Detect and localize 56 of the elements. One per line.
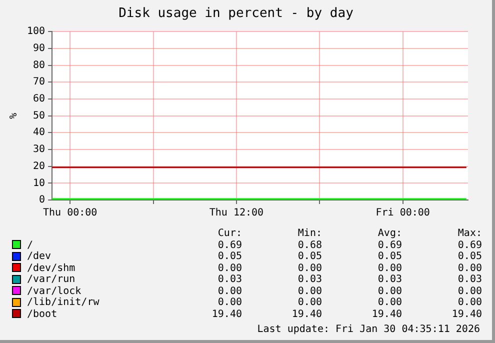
text: 0.00 (216, 297, 242, 308)
text: Last update: Fri Jan 30 04:35:11 2026 (257, 324, 480, 335)
text: Max: (456, 228, 482, 240)
chart-title: Disk usage in percent - by day (118, 6, 354, 22)
text: Avg: (376, 228, 402, 240)
text: 0.03 (216, 274, 242, 286)
text: 0.05 (296, 251, 322, 262)
y-tick-label: 100 (27, 26, 46, 38)
y-axis-title: % (8, 112, 20, 119)
x-tick-label: Thu 12:00 (209, 208, 264, 219)
legend-label: /var/run (26, 274, 76, 286)
y-tick-label: 30 (33, 144, 46, 156)
text: 19.40 (450, 308, 482, 320)
text: 0.00 (456, 262, 482, 274)
text: 19.40 (370, 308, 402, 320)
text: Cur: (216, 228, 242, 240)
text: 0.68 (296, 240, 322, 251)
y-tick-label: 90 (33, 43, 46, 54)
text: 0.00 (296, 297, 322, 308)
legend-label: /dev (26, 251, 52, 262)
legend-label: /lib/init/rw (26, 297, 100, 308)
y-tick-label: 10 (33, 178, 46, 189)
y-tick-label: 40 (33, 127, 46, 138)
y-tick-label: 60 (33, 94, 46, 105)
text: 0.00 (216, 262, 242, 274)
y-tick-label: 0 (39, 194, 46, 206)
text: 0.69 (456, 240, 482, 251)
legend-label: /boot (26, 308, 58, 320)
text: 0.05 (376, 251, 402, 262)
text: 0.69 (376, 240, 402, 251)
text: 0.03 (376, 274, 402, 286)
legend-label: / (26, 240, 34, 251)
y-tick-label: 70 (33, 76, 46, 88)
text: 0.00 (456, 286, 482, 297)
text: 19.40 (210, 308, 242, 320)
legend-label: /var/lock (26, 286, 82, 297)
text: 0.03 (296, 274, 322, 286)
x-tick-label: Fri 00:00 (376, 208, 430, 219)
legend-label: /dev/shm (26, 262, 76, 274)
x-tick-label: Thu 00:00 (42, 208, 98, 219)
text: 19.40 (290, 308, 322, 320)
text: 0.00 (456, 297, 482, 308)
text: 0.00 (296, 262, 322, 274)
text: 0.00 (216, 286, 242, 297)
y-tick-label: 80 (33, 60, 46, 71)
y-tick-label: 20 (33, 160, 46, 172)
text: Min: (296, 228, 322, 240)
text: 0.05 (216, 251, 242, 262)
text: 0.00 (376, 286, 402, 297)
text: 0.05 (456, 251, 482, 262)
text: 0.69 (216, 240, 242, 251)
text: 0.00 (376, 297, 402, 308)
text: 0.00 (296, 286, 322, 297)
y-tick-label: 50 (33, 110, 46, 122)
text: 0.03 (456, 274, 482, 286)
text: 0.00 (376, 262, 402, 274)
